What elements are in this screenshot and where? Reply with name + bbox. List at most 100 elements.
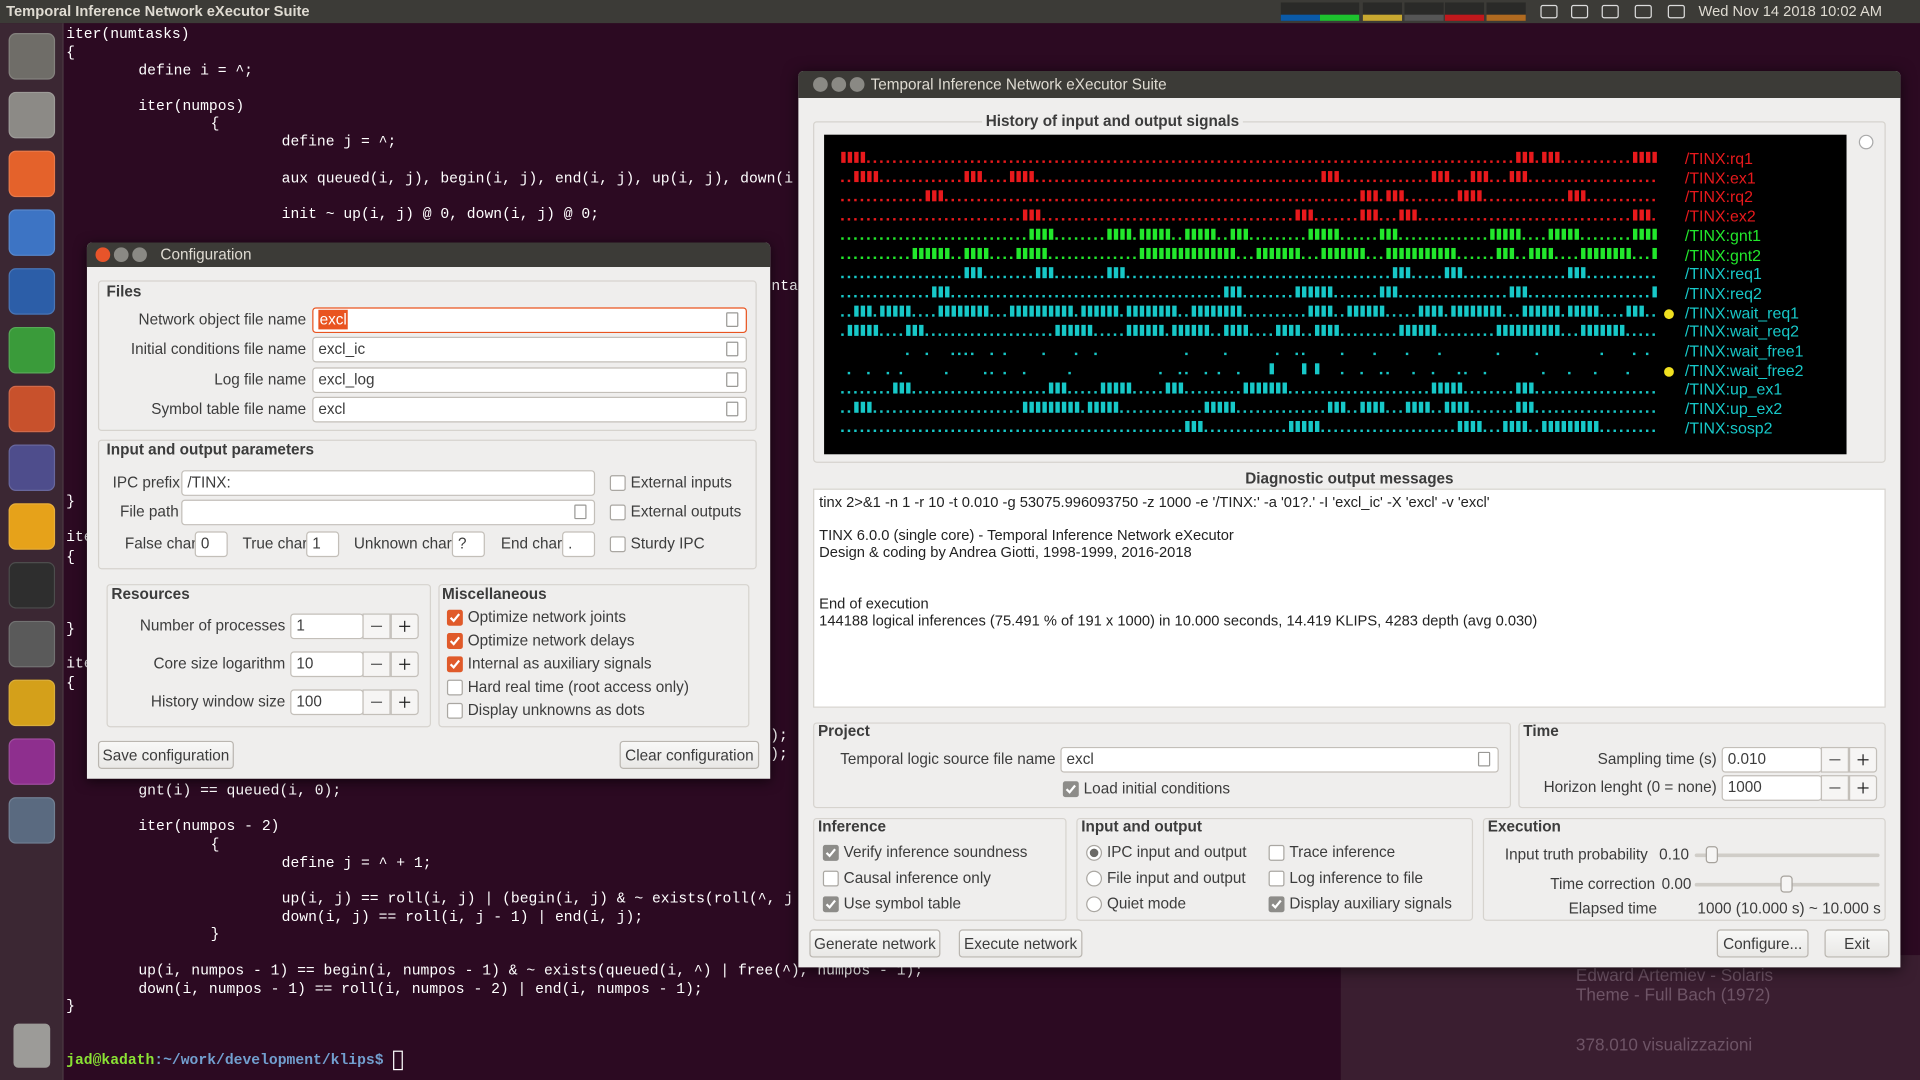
signal-low [867, 198, 870, 202]
text-field[interactable] [1721, 775, 1823, 801]
text-field[interactable] [312, 336, 747, 363]
button[interactable] [809, 929, 941, 958]
signal-high [1185, 228, 1190, 240]
window-control[interactable] [849, 77, 865, 92]
window-control[interactable] [813, 77, 828, 92]
signal-high [1042, 247, 1047, 259]
signal-low [1620, 275, 1623, 279]
signal-low [938, 429, 942, 432]
spin-minus-button[interactable] [1820, 746, 1849, 773]
signal-low [1373, 275, 1376, 279]
checkbox[interactable] [822, 870, 839, 887]
text-field[interactable] [312, 367, 747, 394]
checkbox[interactable] [609, 536, 626, 553]
signal-high [1172, 305, 1177, 317]
signal-low [1607, 294, 1610, 298]
signal-low [1009, 160, 1013, 163]
signal-high [1055, 324, 1060, 336]
signal-low [1081, 256, 1084, 259]
signal-low [841, 410, 844, 413]
signal-high [1626, 305, 1631, 317]
slider-thumb[interactable] [1705, 846, 1718, 864]
signal-low [1360, 294, 1363, 298]
signal-low [1269, 314, 1273, 317]
signal-low [938, 410, 942, 413]
checkbox[interactable] [1268, 844, 1285, 861]
button[interactable] [1824, 929, 1890, 958]
button[interactable] [619, 740, 760, 769]
signal-low [1509, 198, 1513, 202]
launcher-icon[interactable] [8, 385, 56, 433]
terminal-line: iter(numpos) [138, 97, 245, 116]
text-field[interactable] [312, 307, 747, 334]
text-field[interactable] [290, 613, 364, 640]
text-field[interactable] [312, 396, 747, 423]
text-field[interactable] [451, 531, 485, 558]
signal-low [1626, 198, 1629, 202]
window-control[interactable] [132, 247, 147, 263]
button[interactable] [1716, 929, 1809, 958]
signal-low [1120, 256, 1123, 259]
launcher-icon[interactable] [8, 33, 56, 80]
text-field[interactable] [181, 499, 596, 526]
signal-low [1360, 391, 1363, 394]
signal-low [1574, 160, 1578, 163]
text-field[interactable] [1721, 746, 1823, 773]
radio-button[interactable] [1086, 896, 1103, 913]
signal-low [1211, 198, 1214, 202]
signal-low [893, 218, 896, 221]
launcher-icon[interactable] [8, 91, 56, 139]
signal-high [1438, 171, 1443, 183]
signal-high [912, 247, 918, 259]
signal-low [1068, 160, 1071, 163]
signal-low [1340, 179, 1344, 183]
signal-low [873, 294, 877, 298]
scroll-thumb[interactable] [1858, 134, 1874, 150]
window-control[interactable] [113, 247, 129, 263]
window-control[interactable] [95, 247, 111, 263]
text-field[interactable] [306, 531, 340, 558]
signal-low [1224, 429, 1227, 432]
text-field[interactable] [562, 531, 596, 558]
launcher-icon[interactable] [8, 797, 56, 844]
signal-low [1061, 256, 1065, 259]
button[interactable] [958, 929, 1083, 958]
launcher-icon[interactable] [8, 562, 56, 609]
radio-button[interactable] [1086, 870, 1103, 887]
launcher-icon[interactable] [8, 679, 56, 727]
launcher-icon[interactable] [8, 444, 56, 492]
signal-low [1237, 429, 1240, 432]
checkbox[interactable] [609, 475, 626, 492]
text-field[interactable] [194, 531, 228, 558]
signal-high [1522, 151, 1528, 163]
slider-thumb[interactable] [1780, 875, 1793, 893]
launcher-icon[interactable] [8, 738, 56, 785]
signal-high [1152, 305, 1158, 317]
launcher-icon[interactable] [8, 620, 56, 668]
checkbox-label: Verify inference soundness [843, 843, 1028, 861]
checkbox[interactable] [609, 504, 626, 521]
signal-low [1172, 429, 1175, 432]
window-control[interactable] [831, 77, 847, 92]
trash-icon[interactable] [13, 1023, 51, 1068]
text-field[interactable] [1060, 746, 1499, 773]
signal-high [1087, 324, 1093, 336]
text-field[interactable] [290, 651, 364, 678]
launcher-icon[interactable] [8, 326, 56, 374]
signal-low [1613, 198, 1616, 202]
launcher-icon[interactable] [8, 268, 56, 315]
checkbox[interactable] [446, 679, 463, 696]
launcher-icon[interactable] [8, 503, 56, 550]
launcher-icon[interactable] [8, 150, 56, 198]
group-frame [97, 439, 757, 570]
signal-high [1457, 401, 1463, 413]
checkbox[interactable] [1268, 870, 1285, 887]
button[interactable] [97, 740, 234, 769]
signal-high [1412, 209, 1417, 221]
signal-low [1548, 218, 1552, 221]
launcher-icon[interactable] [8, 209, 56, 256]
text-field[interactable] [181, 470, 596, 496]
signal-low [1535, 294, 1539, 298]
text-field[interactable] [290, 689, 364, 716]
checkbox[interactable] [446, 702, 463, 719]
